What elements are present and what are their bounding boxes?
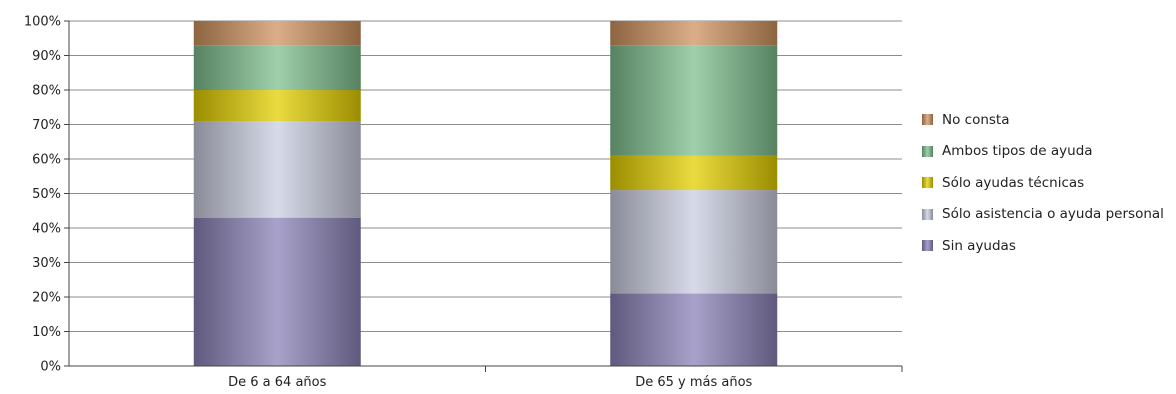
bar-segment — [610, 45, 778, 156]
x-tick-labels: De 6 a 64 años De 65 y más años — [228, 375, 752, 390]
y-tick-label: 100% — [24, 15, 61, 30]
bar-segment — [610, 21, 778, 46]
y-tick-label: 30% — [32, 256, 61, 271]
legend-label: Sin ayudas — [942, 237, 1016, 254]
y-tick-label: 40% — [32, 222, 61, 237]
legend-label: Sólo asistencia o ayuda personal — [942, 206, 1164, 223]
bar-segment — [610, 155, 778, 191]
legend-swatch — [922, 208, 933, 220]
bar-segment — [193, 121, 361, 218]
legend-label: No consta — [942, 111, 1010, 128]
bar-segment — [193, 90, 361, 122]
y-tick-label: 10% — [32, 325, 61, 340]
y-tick-label: 80% — [32, 84, 61, 99]
y-tick-label: 0% — [40, 360, 61, 375]
y-tick-labels: 0% 10% 20% 30% 40% 50% 60% 70% 80% 90% 100% — [24, 15, 61, 375]
bar-segment — [193, 45, 361, 90]
x-tick-label: De 6 a 64 años — [228, 375, 326, 390]
legend-item: No consta — [922, 104, 1164, 136]
legend-swatch — [922, 145, 933, 157]
y-tick-label: 90% — [32, 49, 61, 64]
bar-segment — [610, 293, 778, 366]
bar-segment — [193, 217, 361, 366]
legend-swatch — [922, 114, 933, 126]
y-tick-label: 20% — [32, 291, 61, 306]
legend-swatch — [922, 240, 933, 252]
bar-segment — [610, 190, 778, 294]
bars — [193, 21, 778, 366]
bar-segment — [193, 21, 361, 46]
legend-label: Sólo ayudas técnicas — [942, 174, 1085, 191]
legend-item: Sólo ayudas técnicas — [922, 167, 1164, 199]
legend-label: Ambos tipos de ayuda — [942, 143, 1093, 160]
legend: No consta Ambos tipos de ayuda Sólo ayudas… — [922, 104, 1164, 262]
legend-item: Ambos tipos de ayuda — [922, 136, 1164, 168]
x-tick-label: De 65 y más años — [635, 375, 752, 390]
y-tick-label: 70% — [32, 118, 61, 133]
legend-item: Sin ayudas — [922, 230, 1164, 262]
legend-swatch — [922, 177, 933, 189]
y-tick-label: 50% — [32, 187, 61, 202]
y-tick-label: 60% — [32, 153, 61, 168]
legend-item: Sólo asistencia o ayuda personal — [922, 199, 1164, 231]
axes — [64, 20, 903, 372]
